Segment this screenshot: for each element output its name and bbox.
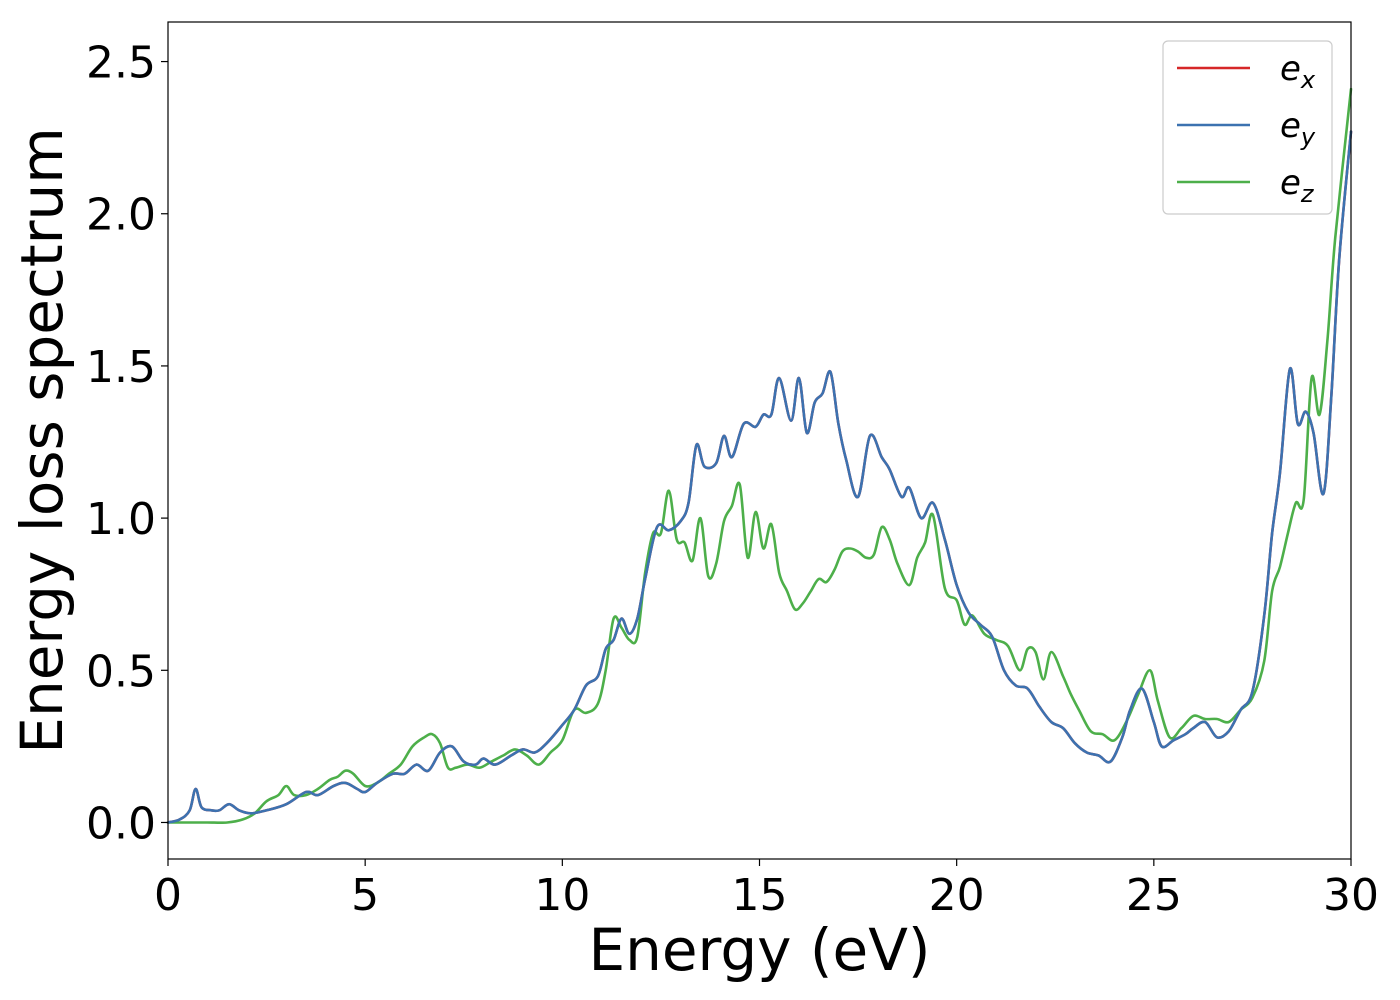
x-tick-label: 30: [1323, 870, 1379, 921]
y-tick-label: 1.0: [86, 494, 156, 545]
x-tick-label: 5: [351, 870, 379, 921]
legend-box: [1162, 40, 1333, 215]
y-axis-ticks: 0.0 0.5 1.0 1.5 2.0 2.5: [86, 38, 168, 849]
y-tick-label: 2.5: [86, 38, 156, 89]
legend-label-e-y: ey: [1280, 106, 1316, 151]
x-tick-label: 0: [154, 870, 182, 921]
legend-label-e-x: ex: [1280, 49, 1316, 94]
x-tick-label: 20: [929, 870, 985, 921]
x-axis-title: Energy (eV): [588, 916, 930, 984]
x-tick-label: 25: [1126, 870, 1182, 921]
legend-label-e-z: ez: [1280, 163, 1315, 208]
series-layer: [166, 87, 1353, 825]
series-line-e-z: [166, 87, 1353, 825]
y-tick-label: 0.0: [86, 798, 156, 849]
y-tick-label: 1.5: [86, 342, 156, 393]
series-line-e-y: [166, 130, 1353, 824]
x-tick-label: 10: [534, 870, 590, 921]
x-tick-label: 15: [732, 870, 788, 921]
y-tick-label: 2.0: [86, 190, 156, 241]
legend: ex ey ez: [1162, 40, 1333, 215]
y-axis-title: Energy loss spectrum: [8, 127, 76, 753]
x-axis-ticks: 0 5 10 15 20 25 30: [154, 859, 1379, 921]
y-tick-label: 0.5: [86, 646, 156, 697]
